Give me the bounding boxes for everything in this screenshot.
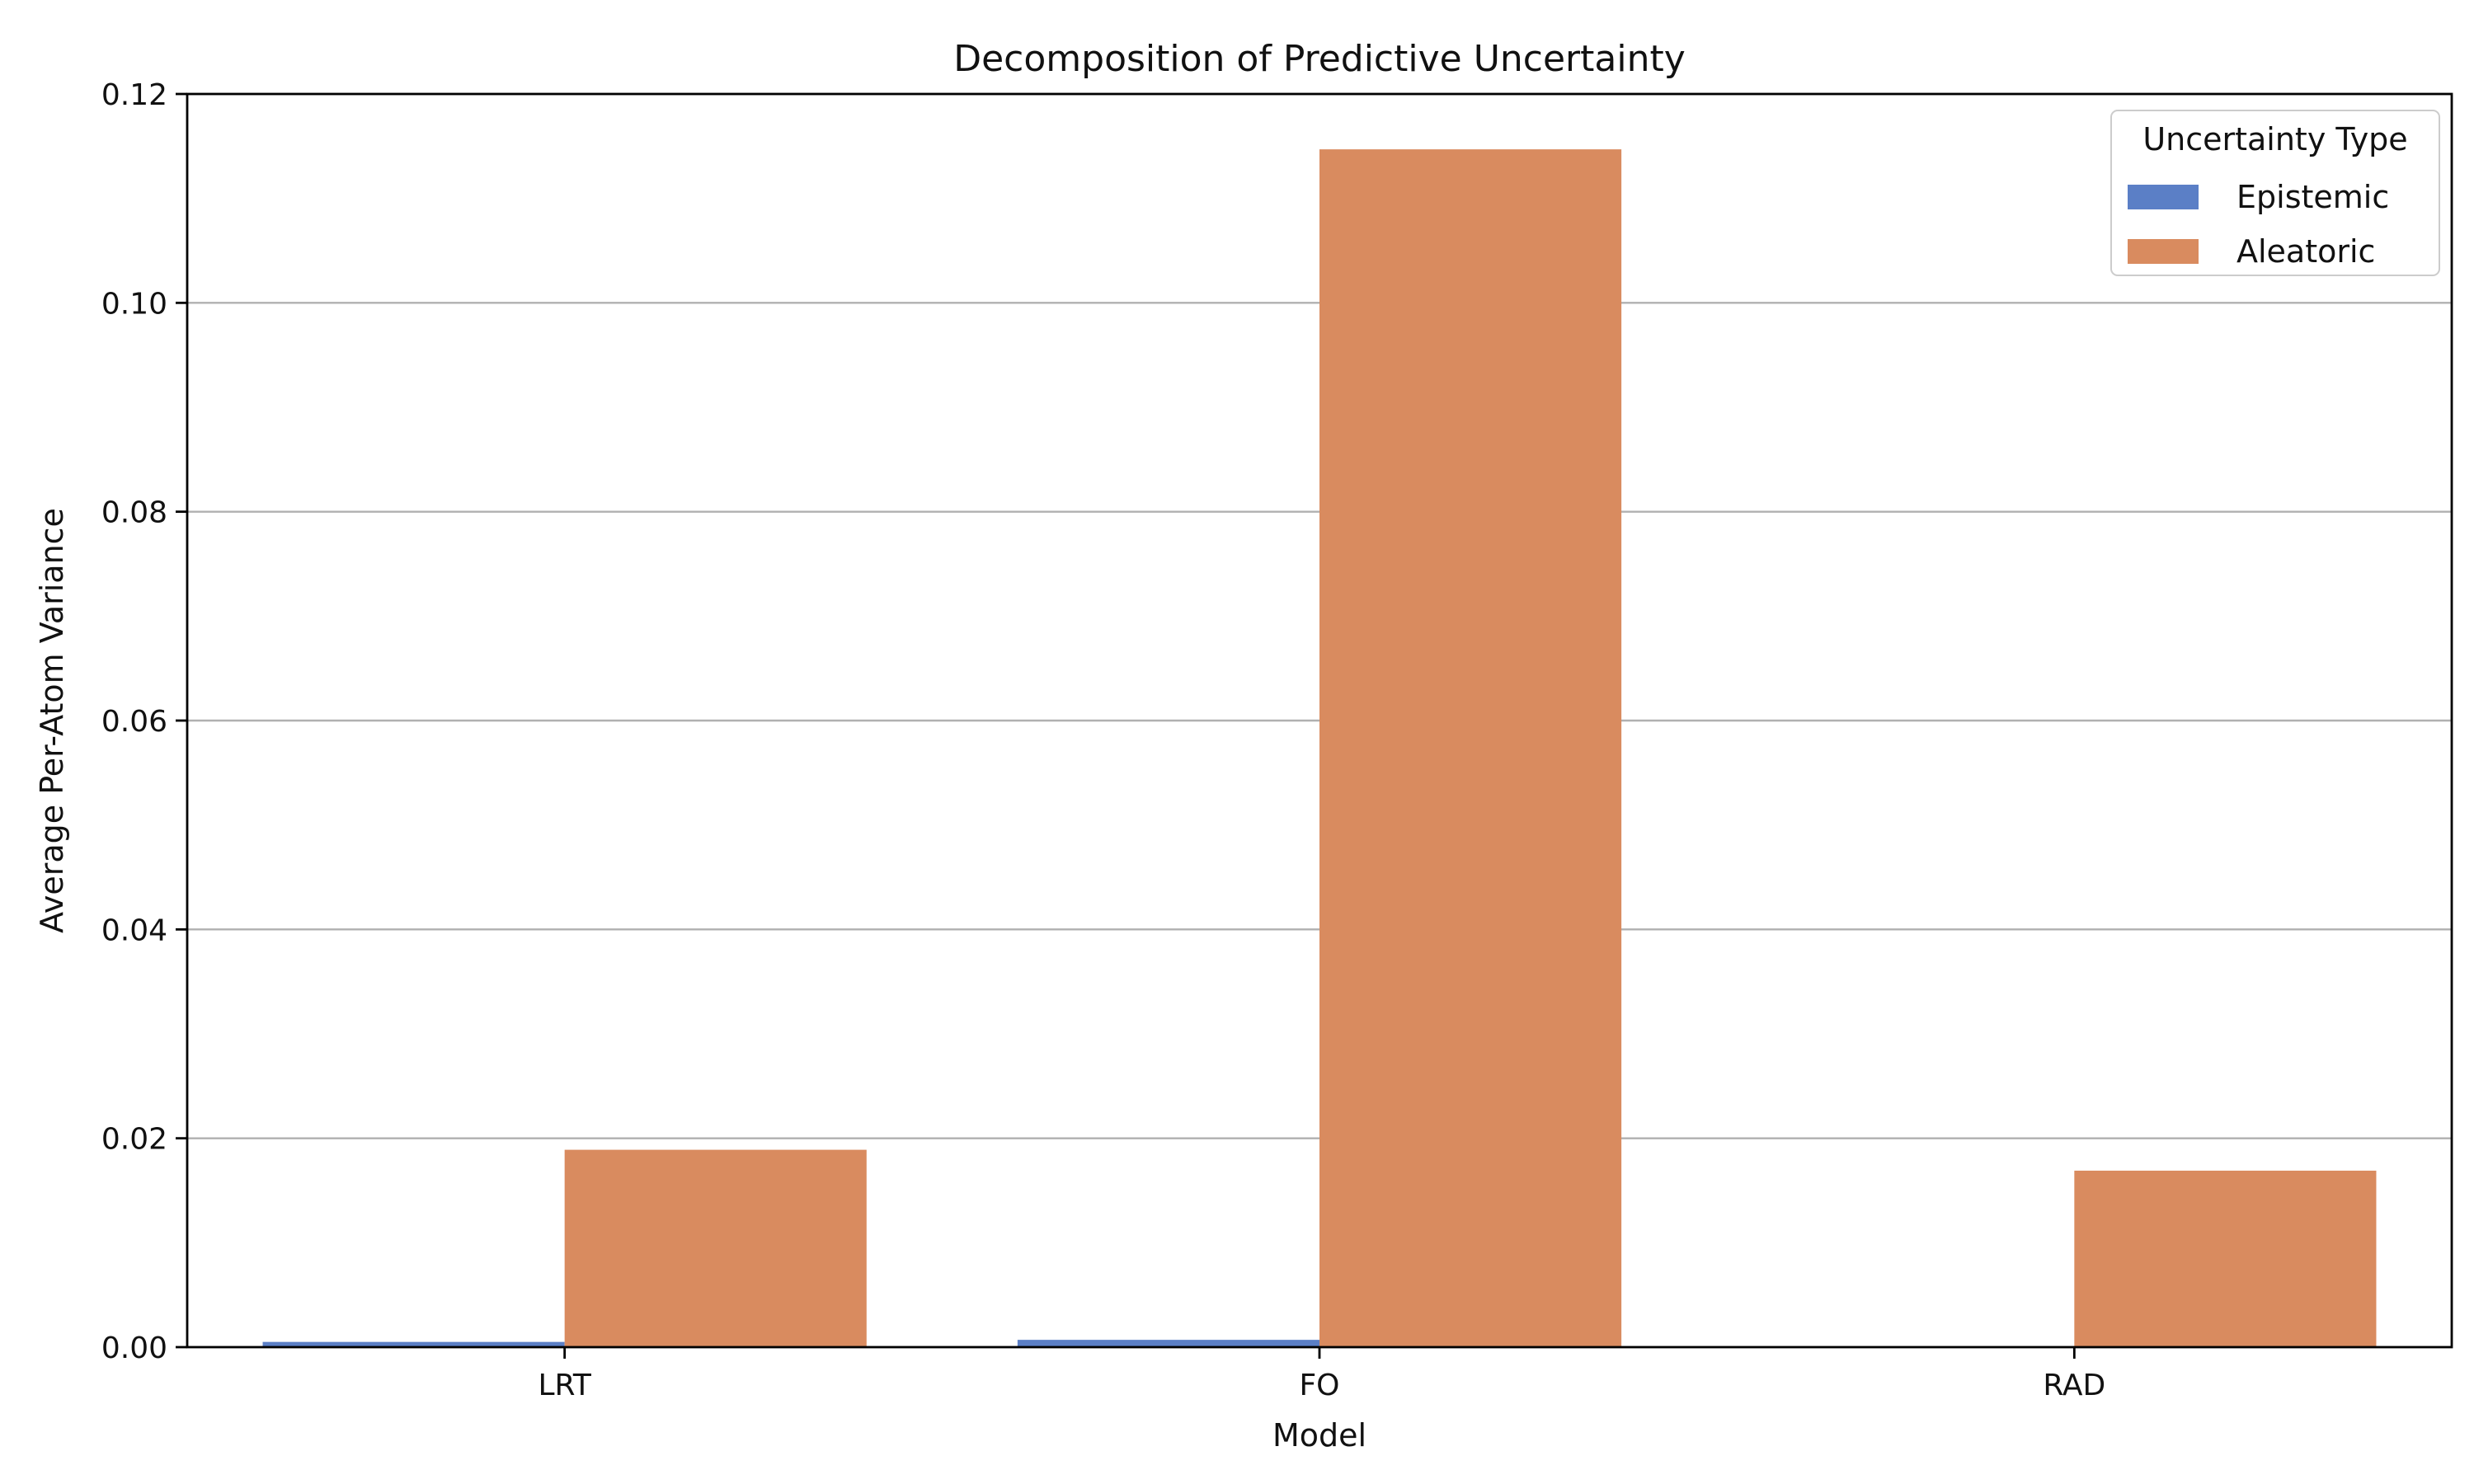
legend-label-epistemic: Epistemic — [2236, 179, 2389, 215]
y-tick-label: 0.10 — [101, 287, 167, 321]
bar-aleatoric-lrt — [564, 1149, 867, 1347]
legend-swatch-aleatoric — [2128, 239, 2199, 264]
bar-epistemic-lrt — [262, 1341, 565, 1347]
x-tick-label: FO — [1299, 1369, 1339, 1402]
x-axis-label: Model — [1272, 1417, 1366, 1453]
bar-aleatoric-fo — [1319, 149, 1622, 1348]
y-axis-label: Average Per-Atom Variance — [34, 508, 70, 933]
y-tick-label: 0.00 — [101, 1331, 167, 1365]
legend-label-aleatoric: Aleatoric — [2236, 233, 2375, 270]
y-tick-label: 0.06 — [101, 705, 167, 739]
legend: Uncertainty Type Epistemic Aleatoric — [2110, 110, 2440, 276]
y-tick-label: 0.08 — [101, 496, 167, 530]
y-tick-label: 0.02 — [101, 1123, 167, 1157]
y-tick-label: 0.12 — [101, 78, 167, 112]
x-tick-label: LRT — [538, 1369, 591, 1402]
axis-ticks: 0.00 0.02 0.04 0.06 0.08 0.10 0.12 LRT FO RAD — [101, 78, 2105, 1402]
legend-swatch-epistemic — [2128, 185, 2199, 209]
bar-aleatoric-rad — [2074, 1170, 2377, 1347]
legend-title: Uncertainty Type — [2142, 121, 2407, 157]
x-tick-label: RAD — [2043, 1369, 2105, 1402]
bar-group — [262, 149, 2377, 1348]
legend-box — [2110, 110, 2440, 276]
y-tick-label: 0.04 — [101, 913, 167, 947]
chart-title: Decomposition of Predictive Uncertainty — [953, 38, 1686, 80]
bar-epistemic-fo — [1017, 1340, 1319, 1347]
